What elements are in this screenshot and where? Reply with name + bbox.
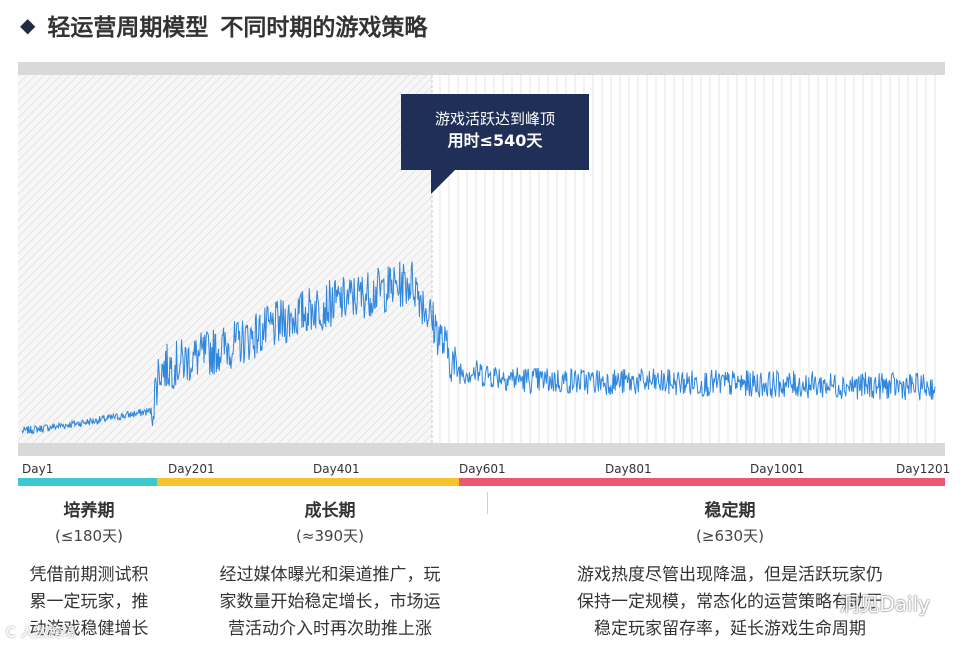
activity-chart: Day1 Day201 Day401 Day601 Day801 Day1001 Day12… xyxy=(18,62,950,486)
peak-callout: 游戏活跃达到峰顶 用时≤540天 xyxy=(401,94,589,194)
phase-desc: 经过媒体曝光和渠道推广，玩 家数量开始稳定增长，市场运 营活动介入时再次助推上涨 xyxy=(185,562,475,643)
page-title: ◆ 轻运营周期模型 不同时期的游戏策略 xyxy=(20,8,427,42)
phase-cultivation: 培养期 (≤180天) 凭借前期测试积 累一定玩家，推 动游戏稳健增长 xyxy=(14,496,164,643)
desc-line: 经过媒体曝光和渠道推广，玩 xyxy=(219,565,441,585)
desc-line: 凭借前期测试积 xyxy=(29,565,149,585)
bottom-band xyxy=(18,443,945,456)
callout-line2: 用时≤540天 xyxy=(447,131,543,150)
phase-duration: (≈390天) xyxy=(296,527,364,545)
title-sub: 不同时期的游戏策略 xyxy=(220,15,428,41)
desc-line: 动游戏稳健增长 xyxy=(29,619,149,639)
watermark-left: C 人数跨境 xyxy=(6,625,77,641)
desc-line: 营活动介入时再次助推上涨 xyxy=(228,619,432,639)
callout-pointer xyxy=(431,170,455,194)
phase-duration: (≤180天) xyxy=(55,527,123,545)
desc-line: 累一定玩家，推 xyxy=(29,592,149,612)
x-tick-label: Day201 xyxy=(168,462,215,476)
phase-desc: 游戏热度尽管出现降温，但是活跃玩家仍 保持一定规模，常态化的运营策略有助于 稳定… xyxy=(530,562,930,643)
x-tick-label: Day801 xyxy=(605,462,652,476)
desc-line: 家数量开始稳定增长，市场运 xyxy=(219,592,441,612)
desc-line: 游戏热度尽管出现降温，但是活跃玩家仍 xyxy=(577,565,883,585)
desc-line: 稳定玩家留存率，延长游戏生命周期 xyxy=(594,619,866,639)
phase-name: 培养期 xyxy=(63,501,115,521)
x-tick-label: Day1001 xyxy=(750,462,804,476)
x-tick-label: Day1 xyxy=(22,462,53,476)
top-band xyxy=(18,62,945,75)
diamond-icon: ◆ xyxy=(20,13,36,37)
phase-duration: (≥630天) xyxy=(696,527,764,545)
title-main: 轻运营周期模型 xyxy=(47,15,209,41)
phase-stable: 稳定期 (≥630天) 游戏热度尽管出现降温，但是活跃玩家仍 保持一定规模，常态… xyxy=(530,496,930,643)
callout-line1: 游戏活跃达到峰顶 xyxy=(434,110,555,128)
x-axis-ticks: Day1 Day201 Day401 Day601 Day801 Day1001 Day12… xyxy=(22,462,950,476)
phase-separator xyxy=(487,492,488,514)
watermark-right: 洞见Daily xyxy=(839,592,930,616)
desc-line: 保持一定规模，常态化的运营策略有助于 xyxy=(577,592,883,612)
phase-name: 稳定期 xyxy=(704,501,756,521)
x-tick-label: Day601 xyxy=(459,462,506,476)
phase-desc: 凭借前期测试积 累一定玩家，推 动游戏稳健增长 xyxy=(14,562,164,643)
phase-bar-2 xyxy=(157,478,459,486)
phase-bar-1 xyxy=(18,478,157,486)
activity-series-line xyxy=(21,261,936,435)
phase-name: 成长期 xyxy=(304,501,356,521)
phase-growth: 成长期 (≈390天) 经过媒体曝光和渠道推广，玩 家数量开始稳定增长，市场运 … xyxy=(185,496,475,643)
x-tick-label: Day401 xyxy=(313,462,360,476)
hatched-region xyxy=(18,75,432,443)
x-tick-label: Day1201 xyxy=(896,462,950,476)
phase-bar-3 xyxy=(459,478,945,486)
